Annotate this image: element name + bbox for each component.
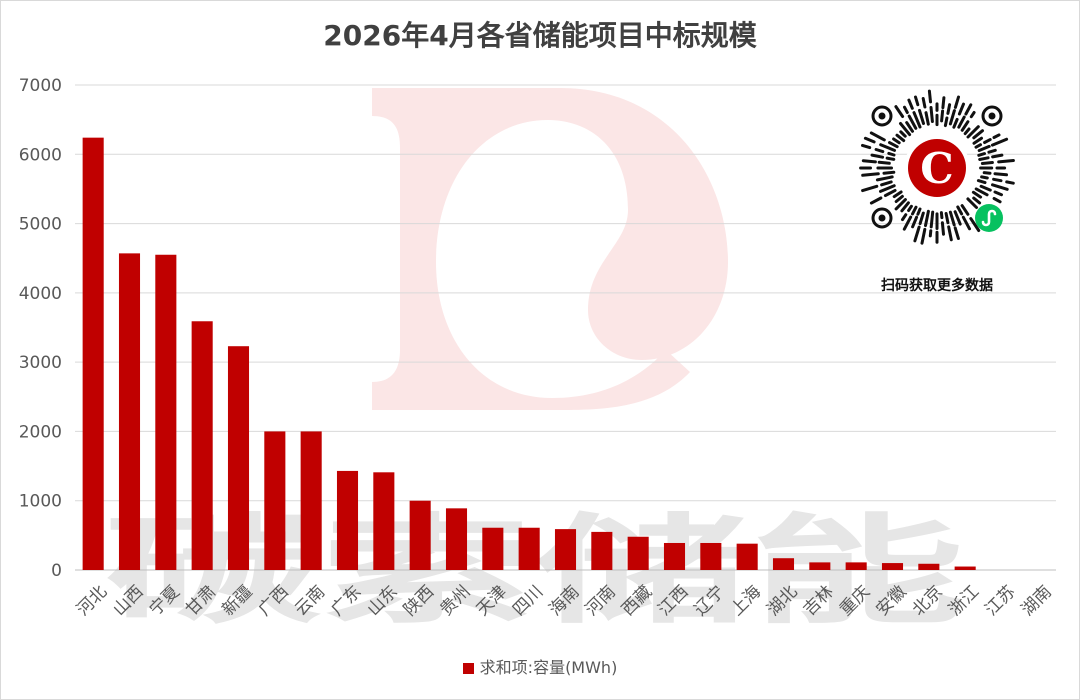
bar-2 [118, 253, 141, 570]
bar-5 [227, 346, 250, 570]
legend-label: 求和项:容量(MWh) [479, 658, 618, 677]
bar-1 [82, 137, 104, 570]
legend-swatch [462, 663, 474, 674]
y-tick-label: 2000 [19, 422, 62, 442]
y-axis: 0 1000 2000 3000 4000 5000 6000 7000 [19, 76, 62, 581]
bar-13 [518, 527, 540, 570]
bar-4 [191, 321, 213, 570]
bar-10 [409, 500, 431, 570]
x-tick-label: 湖南 [1018, 582, 1056, 620]
bar-24 [918, 563, 940, 570]
bar-11 [445, 508, 468, 570]
y-tick-label: 7000 [19, 76, 62, 96]
bar-7 [300, 431, 322, 570]
x-tick-label: 江苏 [981, 582, 1019, 620]
qr-code: C [852, 86, 1022, 251]
mini-program-icon [975, 204, 1003, 232]
bar-18 [700, 542, 722, 570]
y-tick-label: 0 [51, 561, 62, 581]
legend: 求和项:容量(MWh) [0, 654, 1080, 678]
bar-9 [373, 472, 395, 570]
qr-caption: 扫码获取更多数据 [881, 278, 993, 294]
qr-code-graphic: C [859, 89, 1015, 245]
bar-20 [772, 558, 795, 570]
y-tick-label: 5000 [19, 215, 62, 235]
y-tick-label: 1000 [19, 492, 62, 512]
bar-16 [627, 536, 649, 570]
bars [82, 137, 976, 570]
bar-25 [954, 566, 976, 570]
bar-12 [482, 527, 504, 570]
y-tick-label: 4000 [19, 284, 62, 304]
bar-22 [845, 562, 867, 570]
bar-6 [264, 431, 286, 570]
bar-19 [736, 543, 758, 570]
bar-8 [336, 470, 359, 570]
qr-logo-letter: C [920, 144, 953, 193]
watermark-logo [372, 88, 728, 410]
y-tick-label: 3000 [19, 353, 62, 373]
bar-15 [591, 531, 613, 570]
chart-title: 2026年4月各省储能项目中标规模 [323, 19, 757, 52]
bar-21 [809, 562, 831, 570]
bar-14 [554, 529, 577, 570]
y-tick-label: 6000 [19, 145, 62, 165]
bar-17 [663, 542, 686, 570]
bar-3 [155, 254, 177, 570]
bar-23 [881, 563, 904, 570]
